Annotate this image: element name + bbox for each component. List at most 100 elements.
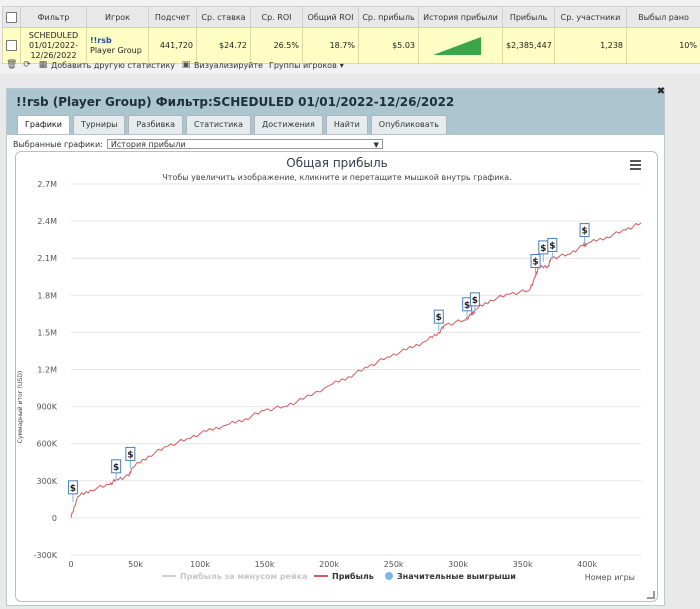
chart-subtitle: Чтобы увеличить изображение, кликните и …	[162, 173, 511, 182]
panel-header: !!rsb (Player Group) Фильтр:SCHEDULED 01…	[7, 86, 666, 135]
tab-breakdown[interactable]: Разбивка	[128, 115, 184, 134]
tab-tournaments[interactable]: Турниры	[72, 115, 126, 134]
legend-big-wins[interactable]: Значительные выигрыши	[397, 572, 516, 581]
svg-text:$: $	[532, 258, 538, 268]
svg-text:$: $	[127, 450, 133, 460]
player-group-label: Player Group	[90, 45, 142, 55]
chart-container[interactable]: Общая прибыль Чтобы увеличить изображени…	[15, 151, 658, 602]
tab-bar: Графики Турниры Разбивка Статистика Дост…	[17, 115, 448, 134]
big-win-marker[interactable]: $	[579, 223, 590, 245]
chart-select[interactable]: История прибыли ▼	[106, 139, 383, 149]
column-header[interactable]: Ср. ставка	[196, 6, 251, 28]
column-header[interactable]: Игрок	[86, 6, 149, 28]
legend-profit[interactable]: Прибыль	[332, 571, 374, 581]
x-tick-label: 350k	[513, 560, 533, 569]
player-name-link[interactable]: !!rsb	[90, 35, 112, 45]
player-detail-panel: !!rsb (Player Group) Фильтр:SCHEDULED 01…	[6, 86, 666, 606]
player-groups-label: Группы игроков	[268, 60, 337, 70]
x-tick-label: 400k	[577, 560, 597, 569]
big-win-marker[interactable]: $	[67, 480, 78, 502]
column-header[interactable]: Ср. прибыль	[358, 6, 419, 28]
chart-select-value: История прибыли	[110, 140, 186, 149]
filter-line: SCHEDULED	[28, 30, 79, 40]
chevron-down-icon: ▼	[373, 141, 379, 149]
filter-line: 01/01/2022-	[29, 40, 78, 50]
table-row[interactable]: SCHEDULED 01/01/2022- 12/26/2022 !!rsb P…	[2, 27, 700, 64]
select-all-header[interactable]	[2, 6, 21, 28]
x-tick-label: 300k	[448, 560, 468, 569]
visualize-button[interactable]: ▣ Визуализируйте	[181, 60, 263, 70]
svg-text:$: $	[436, 313, 442, 323]
close-icon[interactable]: ✖	[656, 86, 666, 97]
svg-text:$: $	[70, 484, 76, 494]
big-win-marker[interactable]: $	[433, 309, 444, 332]
tab-achievements[interactable]: Достижения	[254, 115, 323, 134]
column-header[interactable]: История прибыли	[418, 6, 503, 28]
avg-entrants-cell: 1,238	[554, 27, 627, 64]
big-win-marker[interactable]: $	[111, 459, 122, 481]
trash-icon[interactable]: 🗑	[6, 60, 18, 70]
resize-handle[interactable]	[647, 591, 655, 599]
svg-text:$: $	[472, 296, 478, 306]
svg-text:$: $	[581, 227, 587, 237]
svg-text:$: $	[464, 301, 470, 311]
x-tick-label: 200k	[319, 560, 339, 569]
svg-text:$: $	[113, 463, 119, 473]
y-tick-label: 1.5M	[37, 328, 57, 337]
table-icon: ▦	[38, 60, 48, 70]
y-tick-label: 600K	[36, 440, 57, 449]
profit-sparkline[interactable]	[425, 33, 497, 57]
avg-roi-cell: 26.5%	[250, 27, 303, 64]
early-out-cell: 10%	[626, 27, 700, 64]
add-stat-label: Добавить другую статистику	[51, 60, 176, 70]
column-header[interactable]: Ср. участники	[554, 6, 627, 28]
big-win-marker[interactable]: $	[547, 237, 558, 260]
big-win-marker[interactable]: $	[125, 446, 136, 469]
tab-publish[interactable]: Опубликовать	[370, 115, 448, 134]
player-cell: !!rsb Player Group	[86, 27, 149, 64]
select-all-checkbox[interactable]	[6, 11, 17, 23]
filter-cell: SCHEDULED 01/01/2022- 12/26/2022	[20, 27, 87, 64]
chart-title: Общая прибыль	[286, 156, 387, 170]
legend: Прибыль за минусом рейка Прибыль Значите…	[162, 571, 516, 581]
refresh-icon[interactable]: ⟳	[23, 60, 31, 70]
profit-cell: $2,385,447	[502, 27, 555, 64]
column-header[interactable]: Фильтр	[20, 6, 87, 28]
y-tick-label: 1.2M	[37, 366, 57, 375]
add-stat-button[interactable]: ▦ Добавить другую статистику	[38, 60, 175, 70]
big-wins-markers[interactable]: $$$$$ $$$ $$	[67, 223, 590, 502]
y-tick-label: -300K	[34, 551, 58, 560]
profit-history-cell[interactable]	[418, 27, 503, 64]
tab-find[interactable]: Найти	[325, 115, 368, 134]
player-groups-dropdown[interactable]: Группы игроков ▾	[269, 61, 344, 70]
menu-icon[interactable]	[630, 160, 641, 170]
y-tick-label: 300K	[36, 477, 57, 486]
column-header[interactable]: Выбыл рано	[626, 6, 700, 28]
legend-net-profit[interactable]: Прибыль за минусом рейка	[180, 571, 307, 581]
big-win-marker[interactable]: $	[530, 254, 541, 276]
count-cell: 441,720	[148, 27, 197, 64]
y-tick-label: 900K	[36, 403, 57, 412]
x-tick-label: 50k	[128, 560, 143, 569]
y-tick-label: 2.7M	[37, 180, 57, 189]
column-header[interactable]: Подсчет	[148, 6, 197, 28]
column-header[interactable]: Прибыль	[502, 6, 555, 28]
stats-panel: Фильтр Игрок Подсчет Ср. ставка Ср. ROI …	[0, 0, 700, 74]
y-tick-labels: -300K 0 300K 600K 900K 1.2M 1.5M 1.8M 2.1M 2.4M 2.…	[34, 180, 58, 560]
avg-profit-cell: $5.03	[358, 27, 419, 64]
svg-text:$: $	[549, 241, 555, 251]
profit-series-line	[70, 222, 642, 519]
profit-chart[interactable]: Общая прибыль Чтобы увеличить изображени…	[16, 152, 657, 601]
svg-text:$: $	[540, 244, 546, 254]
table-toolbar: 🗑 ⟳ ▦ Добавить другую статистику ▣ Визуали…	[6, 58, 344, 72]
column-header[interactable]: Общий ROI	[302, 6, 359, 28]
column-header[interactable]: Ср. ROI	[250, 6, 303, 28]
tab-statistics[interactable]: Статистика	[186, 115, 252, 134]
row-checkbox[interactable]	[6, 40, 17, 51]
stats-table: Фильтр Игрок Подсчет Ср. ставка Ср. ROI …	[2, 6, 700, 64]
tab-charts[interactable]: Графики	[17, 115, 70, 134]
total-roi-cell: 18.7%	[302, 27, 359, 64]
filter-line: 12/26/2022	[30, 50, 77, 60]
grid	[71, 183, 641, 556]
big-win-marker[interactable]: $	[469, 292, 480, 314]
